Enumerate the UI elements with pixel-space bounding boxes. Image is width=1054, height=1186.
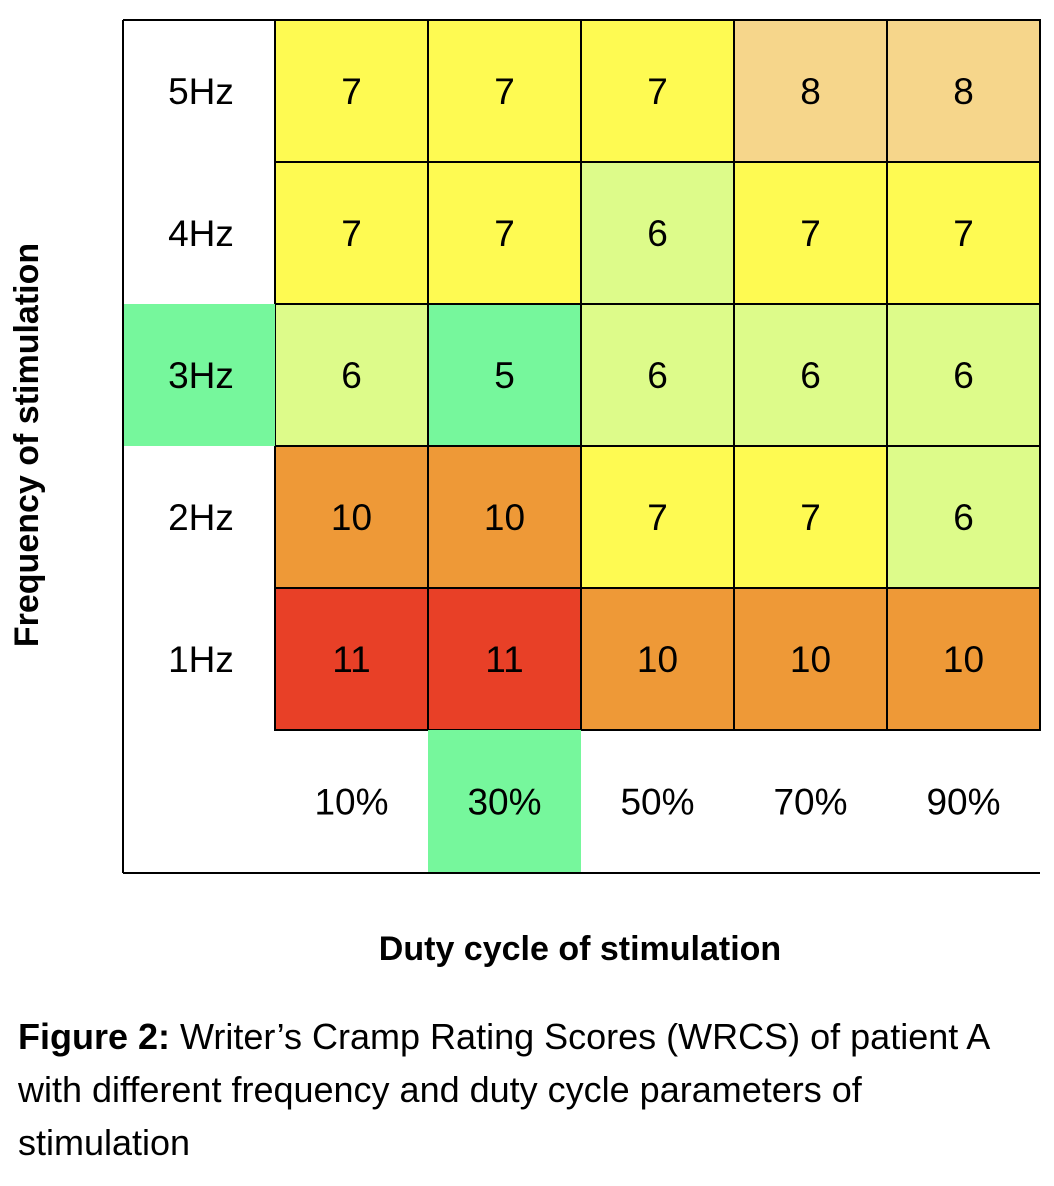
cell-value-label: 11 <box>332 639 370 680</box>
x-tick-label: 70% <box>773 782 847 823</box>
heatmap-cell <box>886 161 1041 305</box>
x-axis-label: Duty cycle of stimulation <box>379 930 781 968</box>
y-tick-label: 5Hz <box>168 71 234 112</box>
heatmap-cell <box>733 303 888 447</box>
y-tick-label: 3Hz <box>168 355 234 396</box>
x-label-highlight <box>428 730 581 873</box>
cell-value-label: 6 <box>647 213 668 254</box>
x-tick-label: 30% <box>467 782 541 823</box>
cell-value-label: 7 <box>494 213 515 254</box>
cell-value-label: 8 <box>800 71 821 112</box>
heatmap-cell <box>580 587 735 731</box>
cell-value-label: 6 <box>953 355 974 396</box>
cell-value-label: 8 <box>953 71 974 112</box>
cell-value-label: 6 <box>800 355 821 396</box>
chart-frame <box>122 19 1041 874</box>
y-tick-label: 4Hz <box>168 213 234 254</box>
heatmap-cell <box>427 445 582 589</box>
heatmap-cell <box>427 19 582 163</box>
cell-value-label: 7 <box>647 497 668 538</box>
heatmap-cell <box>886 445 1041 589</box>
cell-value-label: 10 <box>331 497 372 538</box>
y-tick-label: 1Hz <box>168 639 234 680</box>
cell-value-label: 10 <box>943 639 984 680</box>
caption-label: Figure 2: <box>18 1016 171 1057</box>
cell-value-label: 7 <box>800 497 821 538</box>
cell-value-label: 6 <box>647 355 668 396</box>
cell-value-label: 7 <box>647 71 668 112</box>
cell-value-label: 11 <box>485 639 523 680</box>
heatmap-cell <box>274 587 429 731</box>
figure-caption: Figure 2: Writer’s Cramp Rating Scores (… <box>18 1010 1038 1169</box>
y-tick-labels: 5Hz 4Hz 3Hz 2Hz 1Hz <box>123 71 275 680</box>
caption-text: Writer’s Cramp Rating Scores (WRCS) of p… <box>18 1016 989 1163</box>
heatmap-cell <box>274 161 429 305</box>
x-tick-labels: 10% 30% 50% 70% 90% <box>314 730 1001 873</box>
cell-value-label: 5 <box>494 355 515 396</box>
cell-value-label: 10 <box>484 497 525 538</box>
cell-value-label: 7 <box>800 213 821 254</box>
heatmap-cell <box>580 303 735 447</box>
wrcs-heatmap-chart: 7 7 7 8 8 7 7 6 7 7 6 5 6 6 6 10 10 7 7 6 11 11 10 10 10 5Hz 4Hz 3… <box>8 19 1041 968</box>
y-tick-label: 2Hz <box>168 497 234 538</box>
heatmap-cell <box>733 445 888 589</box>
x-tick-label: 90% <box>926 782 1000 823</box>
heatmap-cell <box>427 587 582 731</box>
heatmap-cell <box>886 19 1041 163</box>
heatmap-cell <box>733 19 888 163</box>
heatmap-cell <box>886 587 1041 731</box>
x-tick-label: 50% <box>620 782 694 823</box>
cell-value-label: 7 <box>494 71 515 112</box>
cell-value-label: 6 <box>341 355 362 396</box>
cell-value-label: 10 <box>790 639 831 680</box>
cell-value-label: 7 <box>341 71 362 112</box>
heatmap-cell <box>580 161 735 305</box>
y-label-highlight <box>123 304 275 446</box>
cell-value-label: 7 <box>953 213 974 254</box>
heatmap-cell <box>274 445 429 589</box>
heatmap-cells: 7 7 7 8 8 7 7 6 7 7 6 5 6 6 6 10 10 7 7 6 11 11 10 10 10 <box>274 19 1041 731</box>
y-axis-label: Frequency of stimulation <box>8 243 46 647</box>
heatmap-cell <box>580 445 735 589</box>
cell-value-label: 10 <box>637 639 678 680</box>
cell-value-label: 6 <box>953 497 974 538</box>
cell-value-label: 7 <box>341 213 362 254</box>
x-tick-label: 10% <box>314 782 388 823</box>
heatmap-cell <box>274 19 429 163</box>
heatmap-cell <box>427 303 582 447</box>
